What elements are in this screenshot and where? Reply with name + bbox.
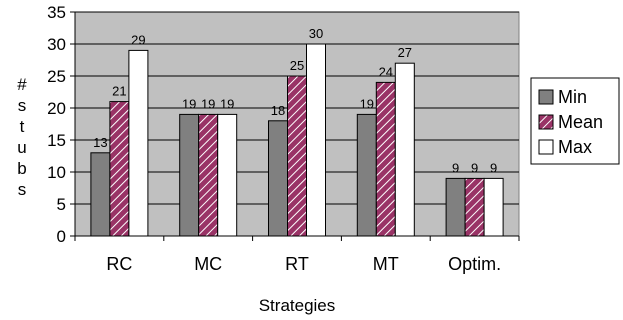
y-tick-label: 30 (47, 35, 66, 54)
y-axis-title-char: b (17, 159, 26, 178)
data-label: 9 (471, 160, 478, 175)
data-label: 24 (379, 64, 393, 79)
y-axis-title-char: # (17, 75, 27, 94)
x-tick-label: MC (194, 254, 222, 274)
y-tick-label: 35 (47, 3, 66, 22)
data-label: 18 (271, 103, 285, 118)
bar-min-rt (268, 120, 288, 237)
bars (90, 43, 504, 237)
x-tick-label: Optim. (448, 254, 501, 274)
bar-mean-mt (375, 81, 396, 237)
legend-swatch-max (538, 139, 554, 155)
y-tick-label: 5 (57, 195, 66, 214)
data-label: 19 (220, 96, 234, 111)
data-label: 19 (201, 96, 215, 111)
bar-mean-mc (198, 113, 219, 237)
bar-min-mc (179, 113, 200, 237)
data-label: 19 (360, 96, 374, 111)
y-tick-label: 0 (57, 227, 66, 246)
data-label: 21 (112, 84, 126, 99)
x-tick-label: MT (373, 254, 399, 274)
legend: Min Mean Max (530, 77, 620, 165)
bar-min-mt (356, 113, 377, 237)
bar-mean-rt (287, 75, 307, 237)
x-tick-label: RT (285, 254, 309, 274)
data-label: 19 (182, 96, 196, 111)
x-axis-title: Strategies (259, 296, 336, 315)
legend-label-max: Max (558, 137, 592, 157)
y-tick-label: 25 (47, 67, 66, 86)
x-tick-label: RC (106, 254, 132, 274)
data-label: 30 (309, 26, 323, 41)
bar-max-rc (128, 49, 149, 237)
y-axis-title-char: s (18, 180, 27, 199)
data-label: 9 (490, 160, 497, 175)
y-tick-label: 10 (47, 163, 66, 182)
y-axis-title-char: t (20, 117, 25, 136)
y-axis-title-char: s (18, 96, 27, 115)
bar-min-optim (445, 177, 466, 237)
legend-label-min: Min (558, 87, 587, 107)
bar-max-mc (217, 113, 238, 237)
data-label: 9 (452, 160, 459, 175)
bar-max-mt (394, 62, 415, 237)
legend-swatch-min (538, 89, 554, 105)
bar-min-rc (90, 152, 111, 237)
data-label: 27 (398, 45, 412, 60)
axes: 0 5 10 15 20 25 30 35 RC MC RT MT Optim. (47, 3, 520, 274)
y-tick-label: 20 (47, 99, 66, 118)
y-axis-title-char: u (17, 138, 26, 157)
y-tick-label: 15 (47, 131, 66, 150)
legend-swatch-mean (538, 114, 554, 130)
data-label: 29 (131, 32, 145, 47)
data-label: 25 (290, 58, 304, 73)
legend-label-mean: Mean (558, 112, 603, 132)
bar-mean-rc (109, 101, 130, 237)
data-label: 13 (93, 135, 107, 150)
bar-mean-optim (464, 177, 485, 237)
bar-max-optim (483, 177, 504, 237)
bar-max-rt (306, 43, 326, 237)
